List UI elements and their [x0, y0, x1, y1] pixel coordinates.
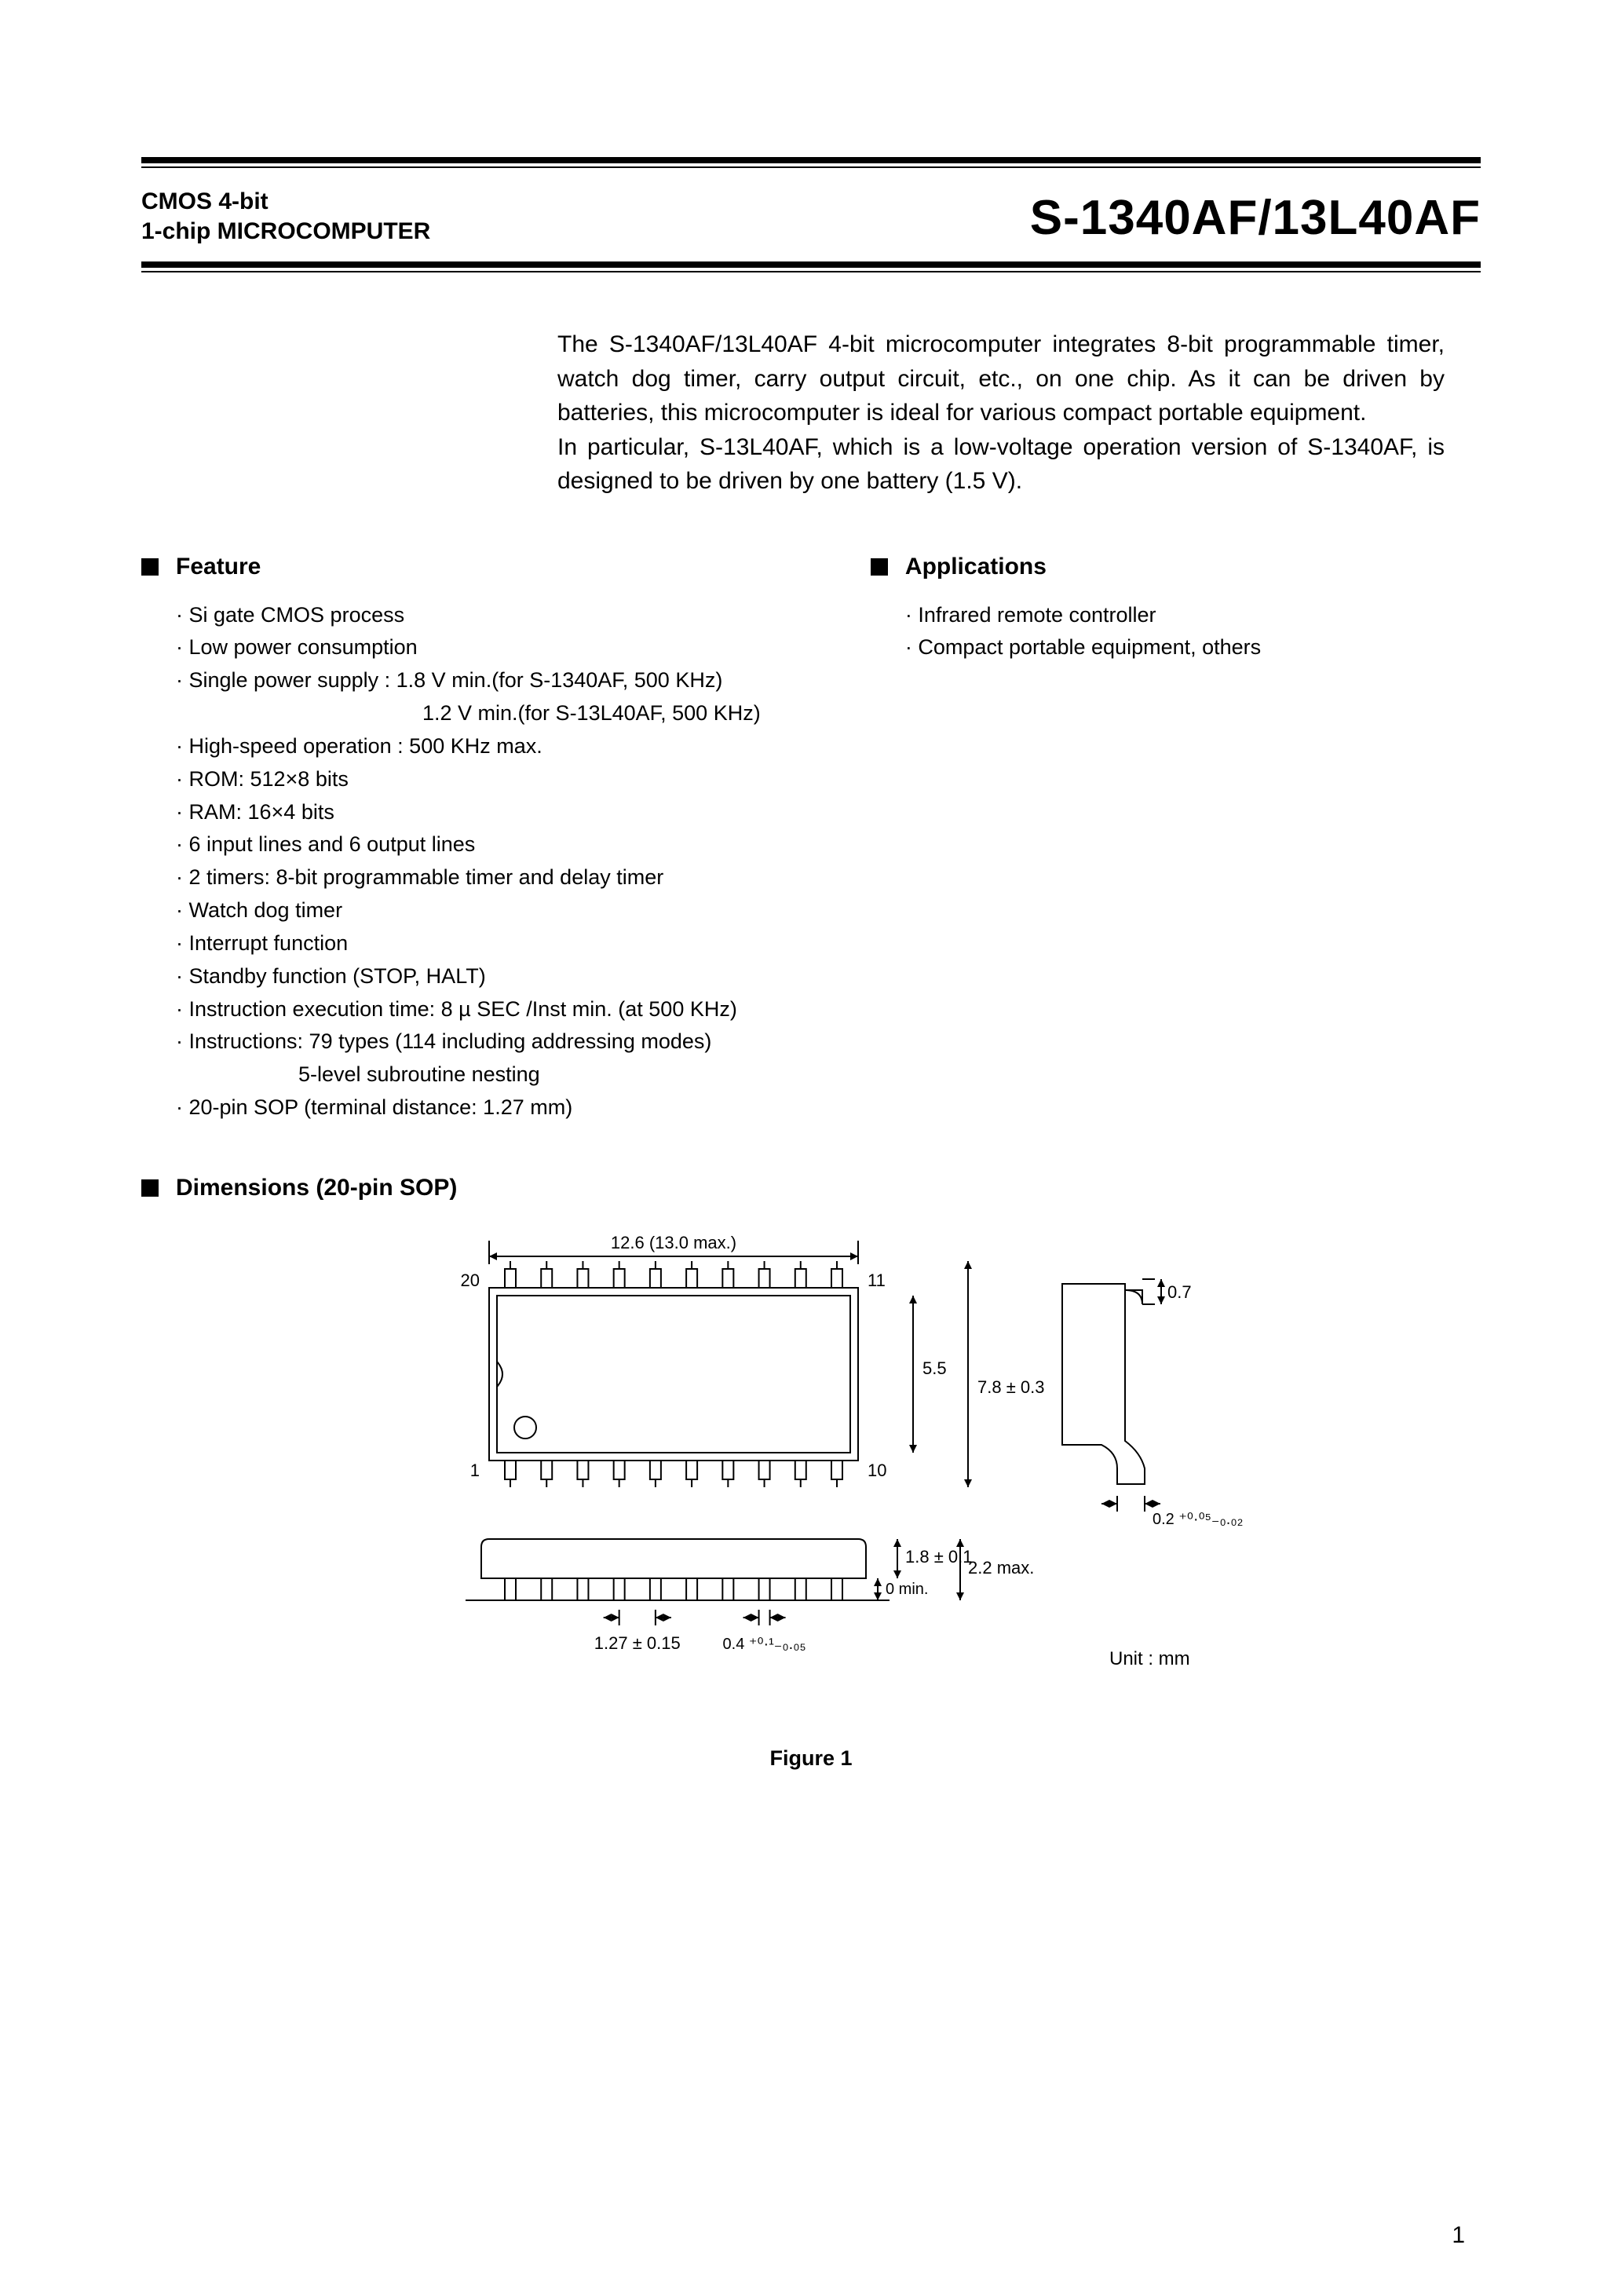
figure-caption: Figure 1: [141, 1746, 1481, 1771]
svg-text:10: 10: [868, 1461, 886, 1480]
feature-item: High-speed operation : 500 KHz max.: [176, 730, 816, 763]
svg-text:2.2 max.: 2.2 max.: [968, 1558, 1034, 1578]
svg-text:20: 20: [461, 1270, 480, 1290]
svg-text:11: 11: [868, 1270, 886, 1290]
applications-list: Infrared remote controller Compact porta…: [871, 599, 1481, 665]
package-diagram: 12.6 (13.0 max.)20111105.57.8 ± 0.30.70.…: [141, 1225, 1481, 1727]
feature-item: Instructions: 79 types (114 including ad…: [176, 1026, 816, 1058]
doc-subtitle: CMOS 4-bit 1-chip MICROCOMPUTER: [141, 187, 430, 246]
feature-item: Low power consumption: [176, 631, 816, 664]
feature-heading: Feature: [141, 554, 816, 580]
feature-item: Interrupt function: [176, 927, 816, 960]
dimensions-section: Dimensions (20-pin SOP) 12.6 (13.0 max.)…: [141, 1175, 1481, 1771]
feature-item: Si gate CMOS process: [176, 599, 816, 632]
intro-p2: In particular, S-13L40AF, which is a low…: [557, 430, 1445, 499]
feature-item: 5-level subroutine nesting: [176, 1058, 816, 1091]
application-item: Compact portable equipment, others: [905, 631, 1481, 664]
feature-item: Standby function (STOP, HALT): [176, 960, 816, 993]
bullet-square-icon: [141, 558, 159, 576]
application-item: Infrared remote controller: [905, 599, 1481, 632]
feature-column: Feature Si gate CMOS process Low power c…: [141, 554, 816, 1125]
svg-text:5.5: 5.5: [922, 1358, 947, 1378]
intro-p1: The S-1340AF/13L40AF 4-bit microcomputer…: [557, 327, 1445, 430]
intro-block: The S-1340AF/13L40AF 4-bit microcomputer…: [557, 327, 1445, 499]
feature-list: Si gate CMOS process Low power consumpti…: [141, 599, 816, 1125]
svg-text:12.6 (13.0 max.): 12.6 (13.0 max.): [611, 1233, 736, 1252]
svg-text:7.8 ± 0.3: 7.8 ± 0.3: [977, 1377, 1044, 1397]
feature-app-row: Feature Si gate CMOS process Low power c…: [141, 554, 1481, 1125]
header-row: CMOS 4-bit 1-chip MICROCOMPUTER S-1340AF…: [141, 168, 1481, 261]
svg-text:Unit : mm: Unit : mm: [1109, 1648, 1190, 1669]
sub-rule: [141, 261, 1481, 272]
subtitle-line2: 1-chip MICROCOMPUTER: [141, 217, 430, 247]
bullet-square-icon: [141, 1179, 159, 1197]
svg-text:1.8 ± 0.1: 1.8 ± 0.1: [905, 1547, 972, 1567]
dimensions-title: Dimensions (20-pin SOP): [176, 1175, 457, 1201]
feature-item: 1.2 V min.(for S-13L40AF, 500 KHz): [176, 697, 816, 730]
feature-item: ROM: 512×8 bits: [176, 763, 816, 796]
feature-title: Feature: [176, 554, 261, 580]
top-rule: [141, 157, 1481, 168]
svg-text:0.2 ⁺⁰·⁰⁵₋₀.₀₂: 0.2 ⁺⁰·⁰⁵₋₀.₀₂: [1153, 1511, 1243, 1528]
applications-title: Applications: [905, 554, 1047, 580]
svg-text:0.7: 0.7: [1167, 1282, 1192, 1302]
page-number: 1: [1452, 2222, 1465, 2249]
bullet-square-icon: [871, 558, 888, 576]
svg-text:1.27 ± 0.15: 1.27 ± 0.15: [594, 1633, 681, 1653]
applications-heading: Applications: [871, 554, 1481, 580]
feature-item: 2 timers: 8-bit programmable timer and d…: [176, 861, 816, 894]
feature-item: RAM: 16×4 bits: [176, 796, 816, 829]
svg-text:1: 1: [470, 1461, 480, 1480]
applications-column: Applications Infrared remote controller …: [863, 554, 1481, 1125]
feature-item: 6 input lines and 6 output lines: [176, 828, 816, 861]
feature-item: 20-pin SOP (terminal distance: 1.27 mm): [176, 1091, 816, 1124]
subtitle-line1: CMOS 4-bit: [141, 187, 430, 217]
svg-text:0.4 ⁺⁰·¹₋₀.₀₅: 0.4 ⁺⁰·¹₋₀.₀₅: [723, 1636, 806, 1653]
dimensions-heading: Dimensions (20-pin SOP): [141, 1175, 1481, 1201]
svg-text:0 min.: 0 min.: [886, 1581, 928, 1598]
part-number: S-1340AF/13L40AF: [1030, 190, 1481, 246]
feature-item: Watch dog timer: [176, 894, 816, 927]
feature-item: Instruction execution time: 8 µ SEC /Ins…: [176, 993, 816, 1026]
feature-item: Single power supply : 1.8 V min.(for S-1…: [176, 664, 816, 697]
